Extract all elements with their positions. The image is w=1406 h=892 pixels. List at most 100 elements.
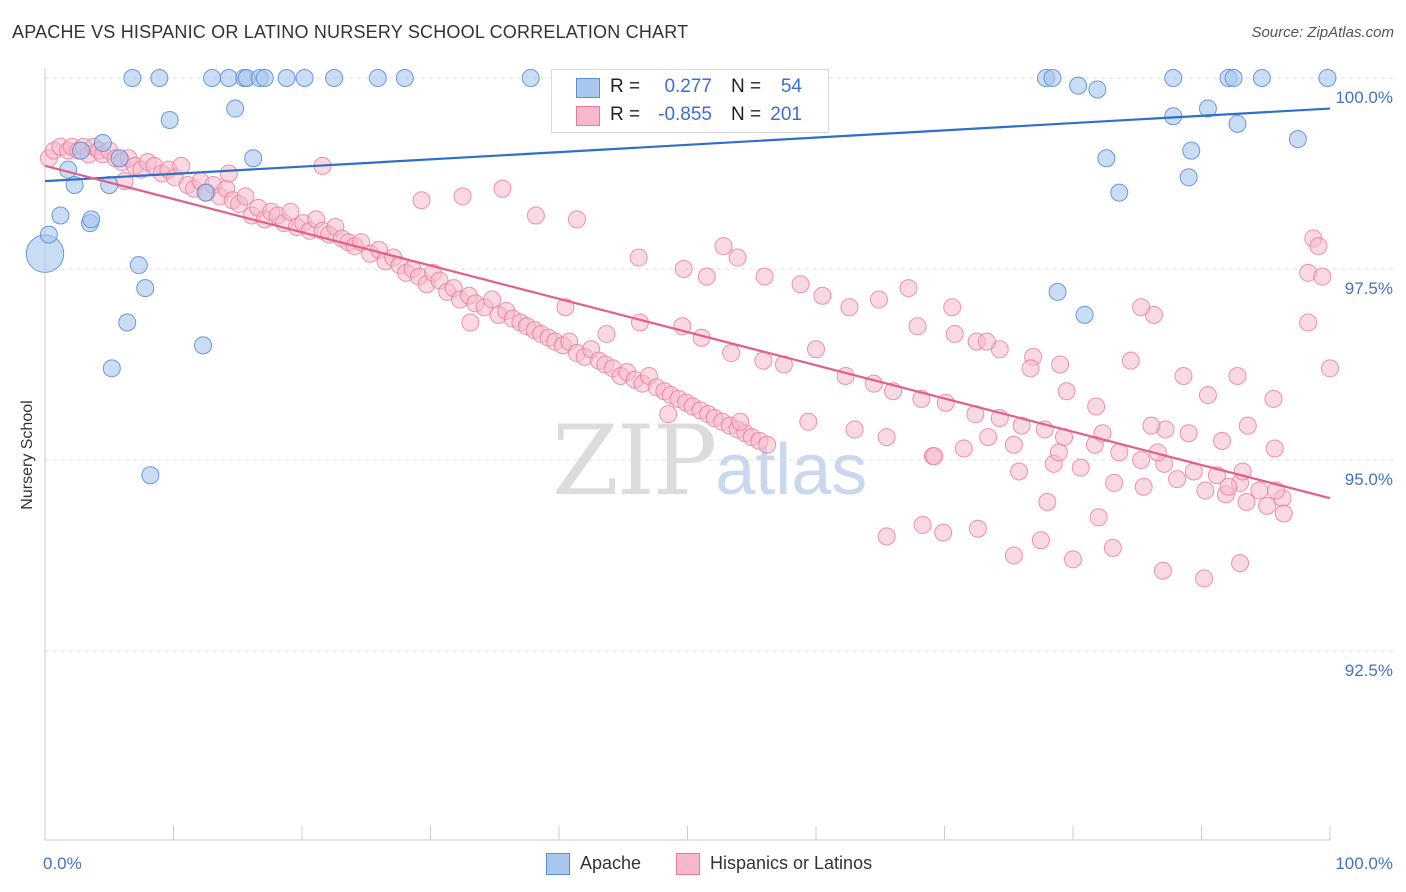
y-tick-label: 100.0% [1335, 88, 1393, 107]
hispanic-point [1142, 416, 1161, 435]
hispanic-point [728, 248, 747, 267]
hispanic-point [1087, 397, 1106, 416]
hispanic-point [236, 187, 255, 206]
hispanic-point [1057, 382, 1076, 401]
hispanic-point [1134, 477, 1153, 496]
hispanic-point [977, 332, 996, 351]
apache-point [150, 69, 169, 87]
watermark: ZIPatlas [552, 405, 867, 517]
hispanic-point [1004, 546, 1023, 565]
hispanic-point [908, 317, 927, 336]
stats-box: R = 0.277 N = 54 R = -0.855 N = 201 [551, 69, 829, 133]
apache-trend-line [44, 107, 1331, 183]
apache-point [71, 141, 90, 160]
hispanic-point [1264, 389, 1283, 408]
hispanic-point [1258, 496, 1277, 515]
hispanic-point [597, 324, 616, 343]
hispanic-point [813, 286, 832, 305]
hispanic-point [630, 313, 649, 332]
hispanic-point [1213, 431, 1232, 450]
hispanic-point [1038, 493, 1057, 512]
apache-point [39, 225, 58, 244]
hispanic-point [945, 324, 964, 343]
hispanic-point [556, 298, 575, 317]
apache-point [1097, 149, 1116, 168]
hispanic-point [714, 237, 733, 256]
legend-apache-label: Apache [580, 853, 642, 873]
apache-point [136, 279, 155, 298]
hispanic-point [943, 298, 962, 317]
hispanic-point [1105, 473, 1124, 492]
apache-point [395, 69, 414, 87]
hispanic-r-label: R = [610, 104, 641, 125]
hispanic-point [1121, 351, 1140, 370]
apache-point [1288, 130, 1307, 149]
apache-point [521, 69, 540, 87]
hispanic-point [755, 267, 774, 286]
apache-points [25, 69, 1337, 485]
stats-row-hispanic: R = -0.855 N = 201 [552, 100, 828, 130]
trend-lines [44, 107, 1331, 500]
x-tick-label-start: 0.0% [43, 854, 82, 873]
hispanic-point [1219, 477, 1238, 496]
apache-n-value: 54 [780, 76, 802, 97]
hispanic-trend-line [44, 164, 1331, 500]
apache-point [1198, 99, 1217, 118]
hispanic-point [1309, 237, 1328, 256]
legend-item-hispanic[interactable]: Hispanics or Latinos [676, 852, 906, 876]
apache-point [1164, 69, 1183, 87]
hispanic-point [493, 179, 512, 198]
hispanic-point [1010, 462, 1029, 481]
y-tick-label: 95.0% [1345, 470, 1393, 489]
source-label: Source: ZipAtlas.com [1251, 24, 1394, 41]
watermark-zip: ZIP [552, 405, 717, 517]
hispanic-point [461, 313, 480, 332]
hispanic-point [845, 420, 864, 439]
apache-point [219, 69, 238, 87]
hispanic-point [1103, 538, 1122, 557]
apache-point [160, 111, 179, 130]
apache-r-label: R = [610, 76, 641, 97]
apache-point [129, 256, 148, 275]
apache-point [325, 69, 344, 87]
apache-point [277, 69, 296, 87]
hispanic-point [483, 290, 502, 309]
legend-apache-swatch [546, 853, 570, 875]
hispanic-point [1174, 366, 1193, 385]
hispanic-point [567, 210, 586, 229]
hispanic-point [1031, 531, 1050, 550]
stats-row-apache: R = 0.277 N = 54 [552, 72, 828, 102]
apache-point [295, 69, 314, 87]
apache-point [1088, 80, 1107, 99]
hispanic-point [968, 519, 987, 538]
hispanic-n-value: 201 [770, 104, 802, 125]
hispanic-point [281, 202, 300, 221]
hispanic-point [1237, 493, 1256, 512]
hispanic-point [954, 439, 973, 458]
hispanic-point [674, 260, 693, 278]
apache-point [1048, 282, 1067, 301]
hispanic-point [877, 428, 896, 447]
hispanic-point [1179, 424, 1198, 443]
x-tick-label-end: 100.0% [1335, 854, 1393, 873]
apache-point [194, 336, 213, 355]
hispanic-r-value: -0.855 [658, 104, 712, 125]
hispanic-point [979, 428, 998, 447]
apache-point [1318, 69, 1337, 87]
apache-point [141, 466, 160, 485]
y-tick-label: 92.5% [1345, 661, 1393, 680]
legend-hispanic-swatch [676, 853, 700, 875]
hispanic-point [754, 351, 773, 370]
apache-point [1110, 183, 1129, 202]
legend-item-apache[interactable]: Apache [546, 852, 656, 876]
apache-swatch [576, 78, 600, 98]
hispanic-point [1299, 313, 1318, 332]
hispanic-point [659, 405, 678, 424]
hispanic-point [1238, 416, 1257, 435]
hispanic-n-label: N = [731, 104, 762, 125]
hispanic-point [899, 279, 918, 298]
watermark-atlas: atlas [715, 430, 868, 510]
hispanic-point [1198, 386, 1217, 405]
hispanic-swatch [576, 106, 600, 126]
